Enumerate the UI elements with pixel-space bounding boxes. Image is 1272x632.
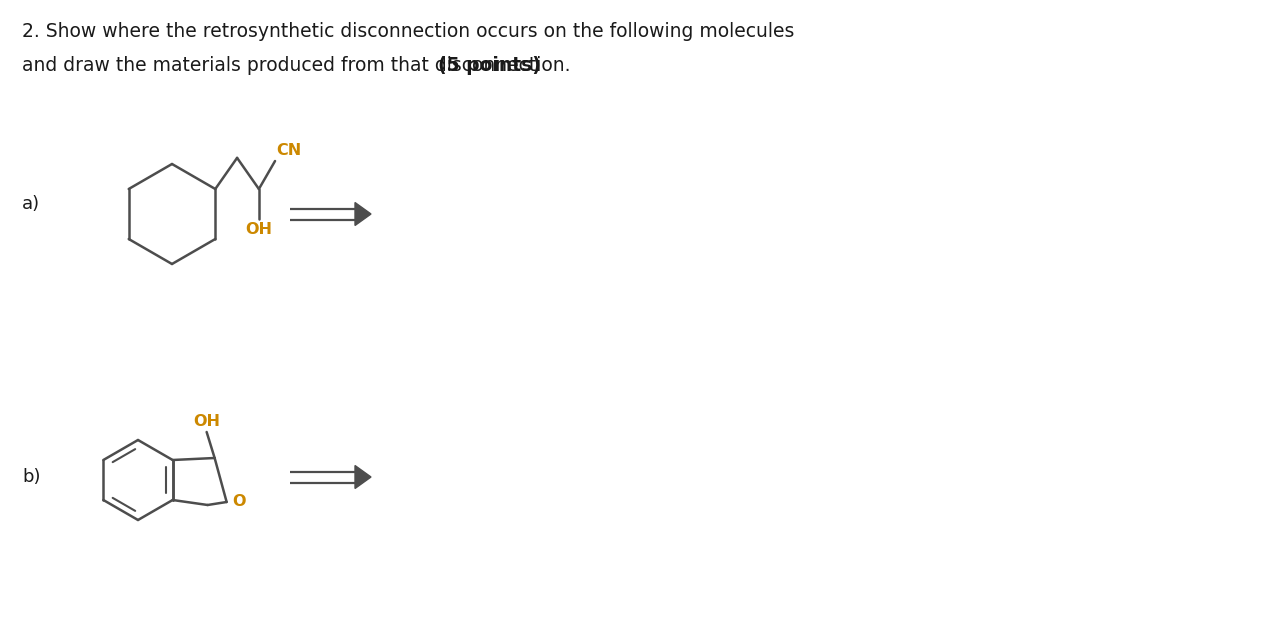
Text: b): b) [22, 468, 41, 486]
Text: a): a) [22, 195, 41, 213]
Polygon shape [355, 202, 371, 226]
Text: (5 points): (5 points) [438, 56, 541, 75]
Text: 2. Show where the retrosynthetic disconnection occurs on the following molecules: 2. Show where the retrosynthetic disconn… [22, 22, 795, 41]
Text: and draw the materials produced from that disconnection.: and draw the materials produced from tha… [22, 56, 576, 75]
Text: OH: OH [193, 414, 220, 429]
Text: O: O [233, 494, 247, 509]
Polygon shape [355, 466, 371, 489]
Text: OH: OH [245, 222, 272, 237]
Text: CN: CN [276, 143, 301, 158]
